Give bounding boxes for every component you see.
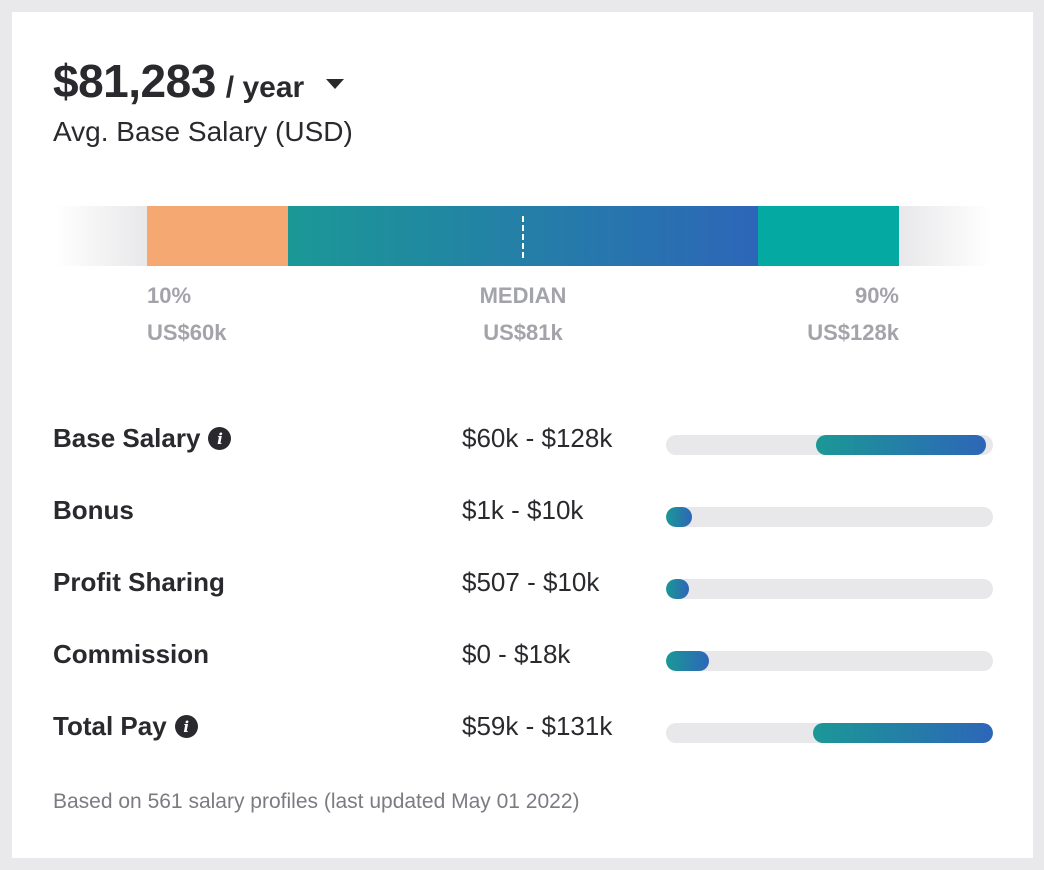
- pay-row-commission: Commission $0 - $18k: [53, 639, 993, 711]
- pay-row-bar-fill: [816, 435, 987, 455]
- pay-row-bar-fill: [813, 723, 993, 743]
- pay-row-bonus: Bonus $1k - $10k: [53, 495, 993, 567]
- chevron-down-icon[interactable]: [326, 79, 345, 89]
- pay-row-label-text: Base Salary: [53, 423, 201, 453]
- range-segment-low: [147, 206, 288, 266]
- range-segment-high: [758, 206, 899, 266]
- info-icon[interactable]: i: [208, 427, 232, 450]
- salary-subtitle: Avg. Base Salary (USD): [53, 116, 353, 147]
- salary-amount: $81,283: [53, 55, 216, 107]
- pay-row-label: Commission: [53, 639, 209, 670]
- median-marker: [522, 216, 524, 258]
- pay-row-total-pay: Total Pay i $59k - $131k: [53, 711, 993, 783]
- pay-row-bar: [666, 507, 993, 527]
- low-percentile-label: 10%: [147, 283, 192, 308]
- pay-row-bar-fill: [666, 507, 693, 527]
- pay-breakdown: Base Salary i $60k - $128k Bonus $1k - $…: [53, 423, 993, 783]
- pay-row-bar: [666, 579, 993, 599]
- median-value: US$81k: [483, 320, 563, 345]
- pay-row-range: $60k - $128k: [462, 423, 613, 453]
- median-label: MEDIAN: [479, 283, 567, 308]
- pay-row-base-salary: Base Salary i $60k - $128k: [53, 423, 993, 495]
- pay-row-bar: [666, 435, 993, 455]
- pay-row-label: Profit Sharing: [53, 567, 225, 598]
- pay-row-label-text: Bonus: [53, 495, 134, 525]
- pay-row-range: $59k - $131k: [462, 711, 613, 741]
- range-fade-right: [899, 206, 991, 266]
- pay-row-label: Bonus: [53, 495, 134, 526]
- info-icon[interactable]: i: [174, 715, 198, 738]
- footer-note: Based on 561 salary profiles (last updat…: [53, 790, 580, 813]
- pay-row-range: $1k - $10k: [462, 495, 584, 525]
- pay-row-bar-fill: [666, 579, 689, 599]
- high-percentile-label: 90%: [854, 283, 899, 308]
- pay-row-label-text: Total Pay: [53, 711, 167, 741]
- period-selector[interactable]: / year: [225, 71, 305, 104]
- pay-row-label: Total Pay i: [53, 711, 198, 742]
- pay-row-range: $507 - $10k: [462, 567, 600, 597]
- high-percentile-value: US$128k: [807, 320, 899, 345]
- salary-card: $81,283 / year Avg. Base Salary (USD) 10…: [12, 12, 1033, 858]
- pay-row-bar: [666, 651, 993, 671]
- salary-headline: $81,283 / year: [53, 54, 345, 108]
- pay-row-bar: [666, 723, 993, 743]
- pay-row-label-text: Commission: [53, 639, 210, 669]
- low-percentile-value: US$60k: [147, 320, 227, 345]
- pay-row-label-text: Profit Sharing: [53, 567, 225, 597]
- pay-row-profit-sharing: Profit Sharing $507 - $10k: [53, 567, 993, 639]
- pay-row-bar-fill: [666, 651, 709, 671]
- pay-row-label: Base Salary i: [53, 423, 232, 454]
- range-fade-left: [55, 206, 147, 266]
- pay-row-range: $0 - $18k: [462, 639, 571, 669]
